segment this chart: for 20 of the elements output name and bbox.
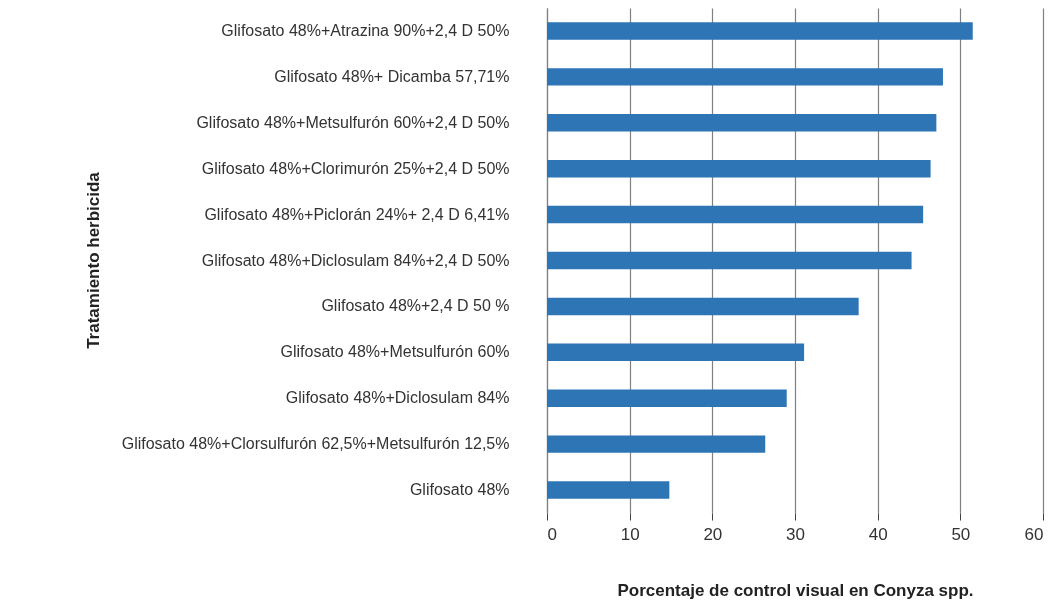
- y-tick-label: Glifosato 48%+2,4 D 50 %: [321, 297, 510, 315]
- y-tick-label: Glifosato 48%: [409, 481, 510, 499]
- y-tick-label: Glifosato 48%+Piclorán 24%+ 2,4 D 6,41%: [204, 205, 510, 223]
- x-tick-label: 60: [1024, 524, 1044, 544]
- x-tick-label: 20: [703, 524, 723, 544]
- y-tick-label: Glifosato 48%+Metsulfurón 60%+2,4 D 50%: [196, 113, 510, 131]
- y-tick-label: Glifosato 48%+ Dicamba 57,71%: [274, 67, 510, 85]
- x-tick-label: 0: [547, 524, 557, 544]
- y-tick-label: Glifosato 48%+Diclosulam 84%: [285, 389, 510, 407]
- x-tick-label: 50: [951, 524, 971, 544]
- y-tick-label: Glifosato 48%+Diclosulam 84%+2,4 D 50%: [201, 251, 510, 269]
- x-tick-label: 40: [868, 524, 888, 544]
- x-tick-label: 30: [786, 524, 805, 544]
- y-tick-label: Glifosato 48%+Metsulfurón 60%: [280, 343, 510, 361]
- x-tick-label: 10: [620, 524, 640, 544]
- y-tick-label: Glifosato 48%+Clorsulfurón 62,5%+Metsulfurón 12,5%: [121, 435, 510, 453]
- y-axis-title: Tratamiento herbicida: [83, 171, 103, 349]
- y-tick-label: Glifosato 48%+Atrazina 90%+2,4 D 50%: [221, 21, 510, 39]
- x-axis-title: Porcentaje de control visual en Conyza spp.: [617, 580, 974, 600]
- y-tick-label: Glifosato 48%+Clorimurón 25%+2,4 D 50%: [201, 159, 510, 177]
